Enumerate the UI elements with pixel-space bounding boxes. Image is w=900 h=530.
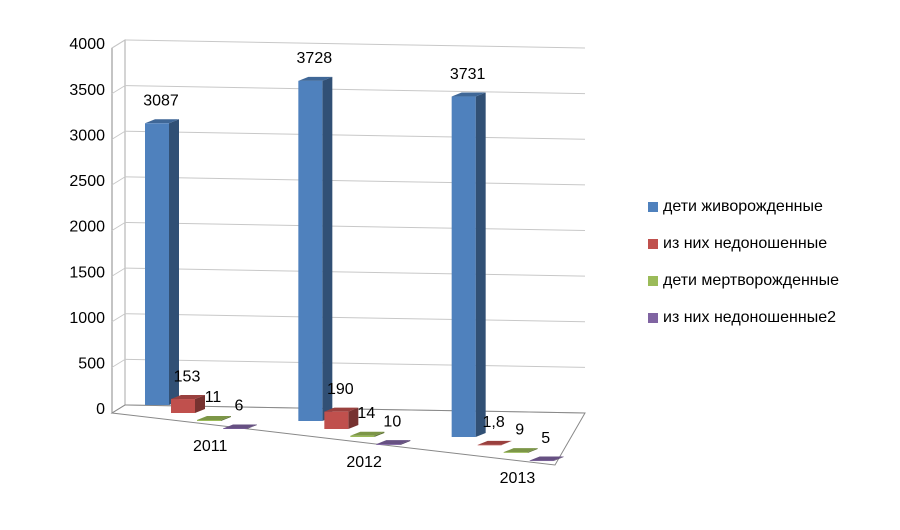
data-label: 11 (205, 389, 222, 406)
grid-line (124, 130, 586, 140)
bar-top (376, 440, 411, 445)
grid-line (124, 267, 586, 277)
y-tick-label: 500 (78, 356, 105, 373)
y-tick-label: 0 (96, 401, 105, 418)
floor (110, 404, 586, 466)
grid-line (124, 313, 586, 323)
grid-line (111, 39, 126, 49)
legend-label: из них недоношенные (663, 235, 827, 252)
bar (529, 460, 554, 462)
bar-side (374, 431, 385, 437)
grid-line (124, 358, 586, 368)
grid-line (111, 130, 126, 140)
grid-line (124, 85, 586, 95)
bar-side (348, 407, 359, 429)
bar (451, 96, 476, 437)
y-tick-label: 3000 (69, 127, 105, 144)
bar-top (503, 448, 538, 453)
bar-side (195, 395, 205, 413)
bar-top (298, 76, 333, 81)
y-tick-label: 1500 (69, 264, 105, 281)
grid-line (111, 358, 126, 368)
bar-top (477, 440, 512, 445)
bar-side (400, 440, 411, 445)
bar-side (322, 76, 333, 421)
bar-top (145, 119, 179, 124)
bar-side (247, 424, 257, 429)
data-label: 10 (383, 413, 401, 430)
bar (223, 428, 247, 429)
grid-line (124, 222, 586, 231)
bar-top (197, 415, 231, 420)
grid-line (111, 85, 126, 95)
bar-side (527, 448, 538, 453)
x-tick-label: 2013 (500, 470, 536, 487)
data-label: 14 (357, 405, 375, 422)
bar (350, 435, 375, 437)
grid-line (111, 267, 126, 277)
data-label: 1,8 (483, 414, 505, 431)
bar (376, 444, 401, 445)
bar-side (501, 440, 512, 445)
bar-side (169, 119, 179, 405)
legend-swatch (648, 313, 658, 323)
bar (503, 452, 528, 453)
bar (145, 123, 169, 405)
bar-top (171, 395, 205, 400)
bar-top (223, 424, 257, 429)
legend-label: из них недоношенные2 (663, 309, 836, 326)
y-tick-label: 2500 (69, 173, 105, 190)
legend-swatch (648, 202, 658, 212)
bar (171, 399, 195, 413)
y-tick-label: 2000 (69, 219, 105, 236)
grid-line (124, 176, 586, 186)
grid-line (124, 39, 586, 49)
data-label: 3087 (143, 93, 179, 110)
data-label: 3731 (450, 66, 486, 83)
data-label: 9 (515, 421, 524, 438)
data-label: 190 (327, 381, 354, 398)
data-label: 3728 (297, 50, 333, 67)
bar-side (553, 456, 564, 461)
grid-line (111, 222, 126, 231)
legend-swatch (648, 239, 658, 249)
x-tick-label: 2012 (346, 454, 382, 471)
legend-label: дети живорожденные (663, 198, 823, 215)
legend-swatch (648, 276, 658, 286)
data-label: 153 (174, 368, 201, 385)
bar (197, 419, 221, 421)
y-tick-label: 4000 (69, 36, 105, 53)
bar-side (221, 415, 231, 421)
bar-top (350, 431, 385, 436)
y-tick-label: 3500 (69, 82, 105, 99)
x-tick-label: 2011 (193, 438, 228, 455)
data-label: 6 (235, 398, 244, 415)
bar (298, 80, 323, 421)
bar (477, 444, 502, 446)
grid-line (111, 313, 126, 323)
data-label: 5 (541, 430, 550, 447)
bar-top (529, 456, 564, 461)
bar-top (451, 92, 486, 97)
y-tick-label: 1000 (69, 310, 105, 327)
grid-line (111, 176, 126, 186)
bar-side (475, 92, 486, 437)
legend-label: дети мертворожденные (663, 272, 839, 289)
bar (324, 411, 349, 429)
bar-top (324, 407, 359, 412)
